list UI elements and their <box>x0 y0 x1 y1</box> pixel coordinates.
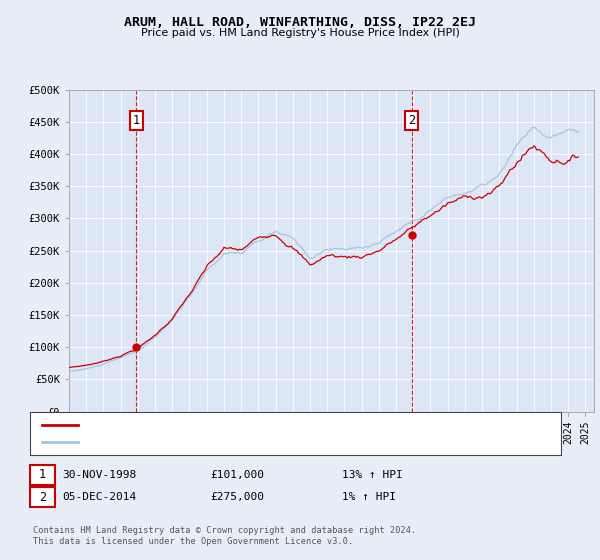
Text: £101,000: £101,000 <box>210 470 264 480</box>
Text: ARUM, HALL ROAD, WINFARTHING, DISS, IP22 2EJ: ARUM, HALL ROAD, WINFARTHING, DISS, IP22… <box>124 16 476 29</box>
Text: £275,000: £275,000 <box>210 492 264 502</box>
Text: 05-DEC-2014: 05-DEC-2014 <box>62 492 136 502</box>
Text: HPI: Average price, detached house, South Norfolk: HPI: Average price, detached house, Sout… <box>84 437 390 447</box>
Text: 1% ↑ HPI: 1% ↑ HPI <box>342 492 396 502</box>
Text: 30-NOV-1998: 30-NOV-1998 <box>62 470 136 480</box>
Text: 2: 2 <box>39 491 46 504</box>
Text: Price paid vs. HM Land Registry's House Price Index (HPI): Price paid vs. HM Land Registry's House … <box>140 28 460 38</box>
Text: 2: 2 <box>408 114 415 127</box>
Text: Contains HM Land Registry data © Crown copyright and database right 2024.
This d: Contains HM Land Registry data © Crown c… <box>33 526 416 546</box>
Text: 13% ↑ HPI: 13% ↑ HPI <box>342 470 403 480</box>
Text: 1: 1 <box>39 468 46 482</box>
Text: 1: 1 <box>133 114 140 127</box>
Text: ARUM, HALL ROAD, WINFARTHING, DISS, IP22 2EJ (detached house): ARUM, HALL ROAD, WINFARTHING, DISS, IP22… <box>84 420 465 430</box>
